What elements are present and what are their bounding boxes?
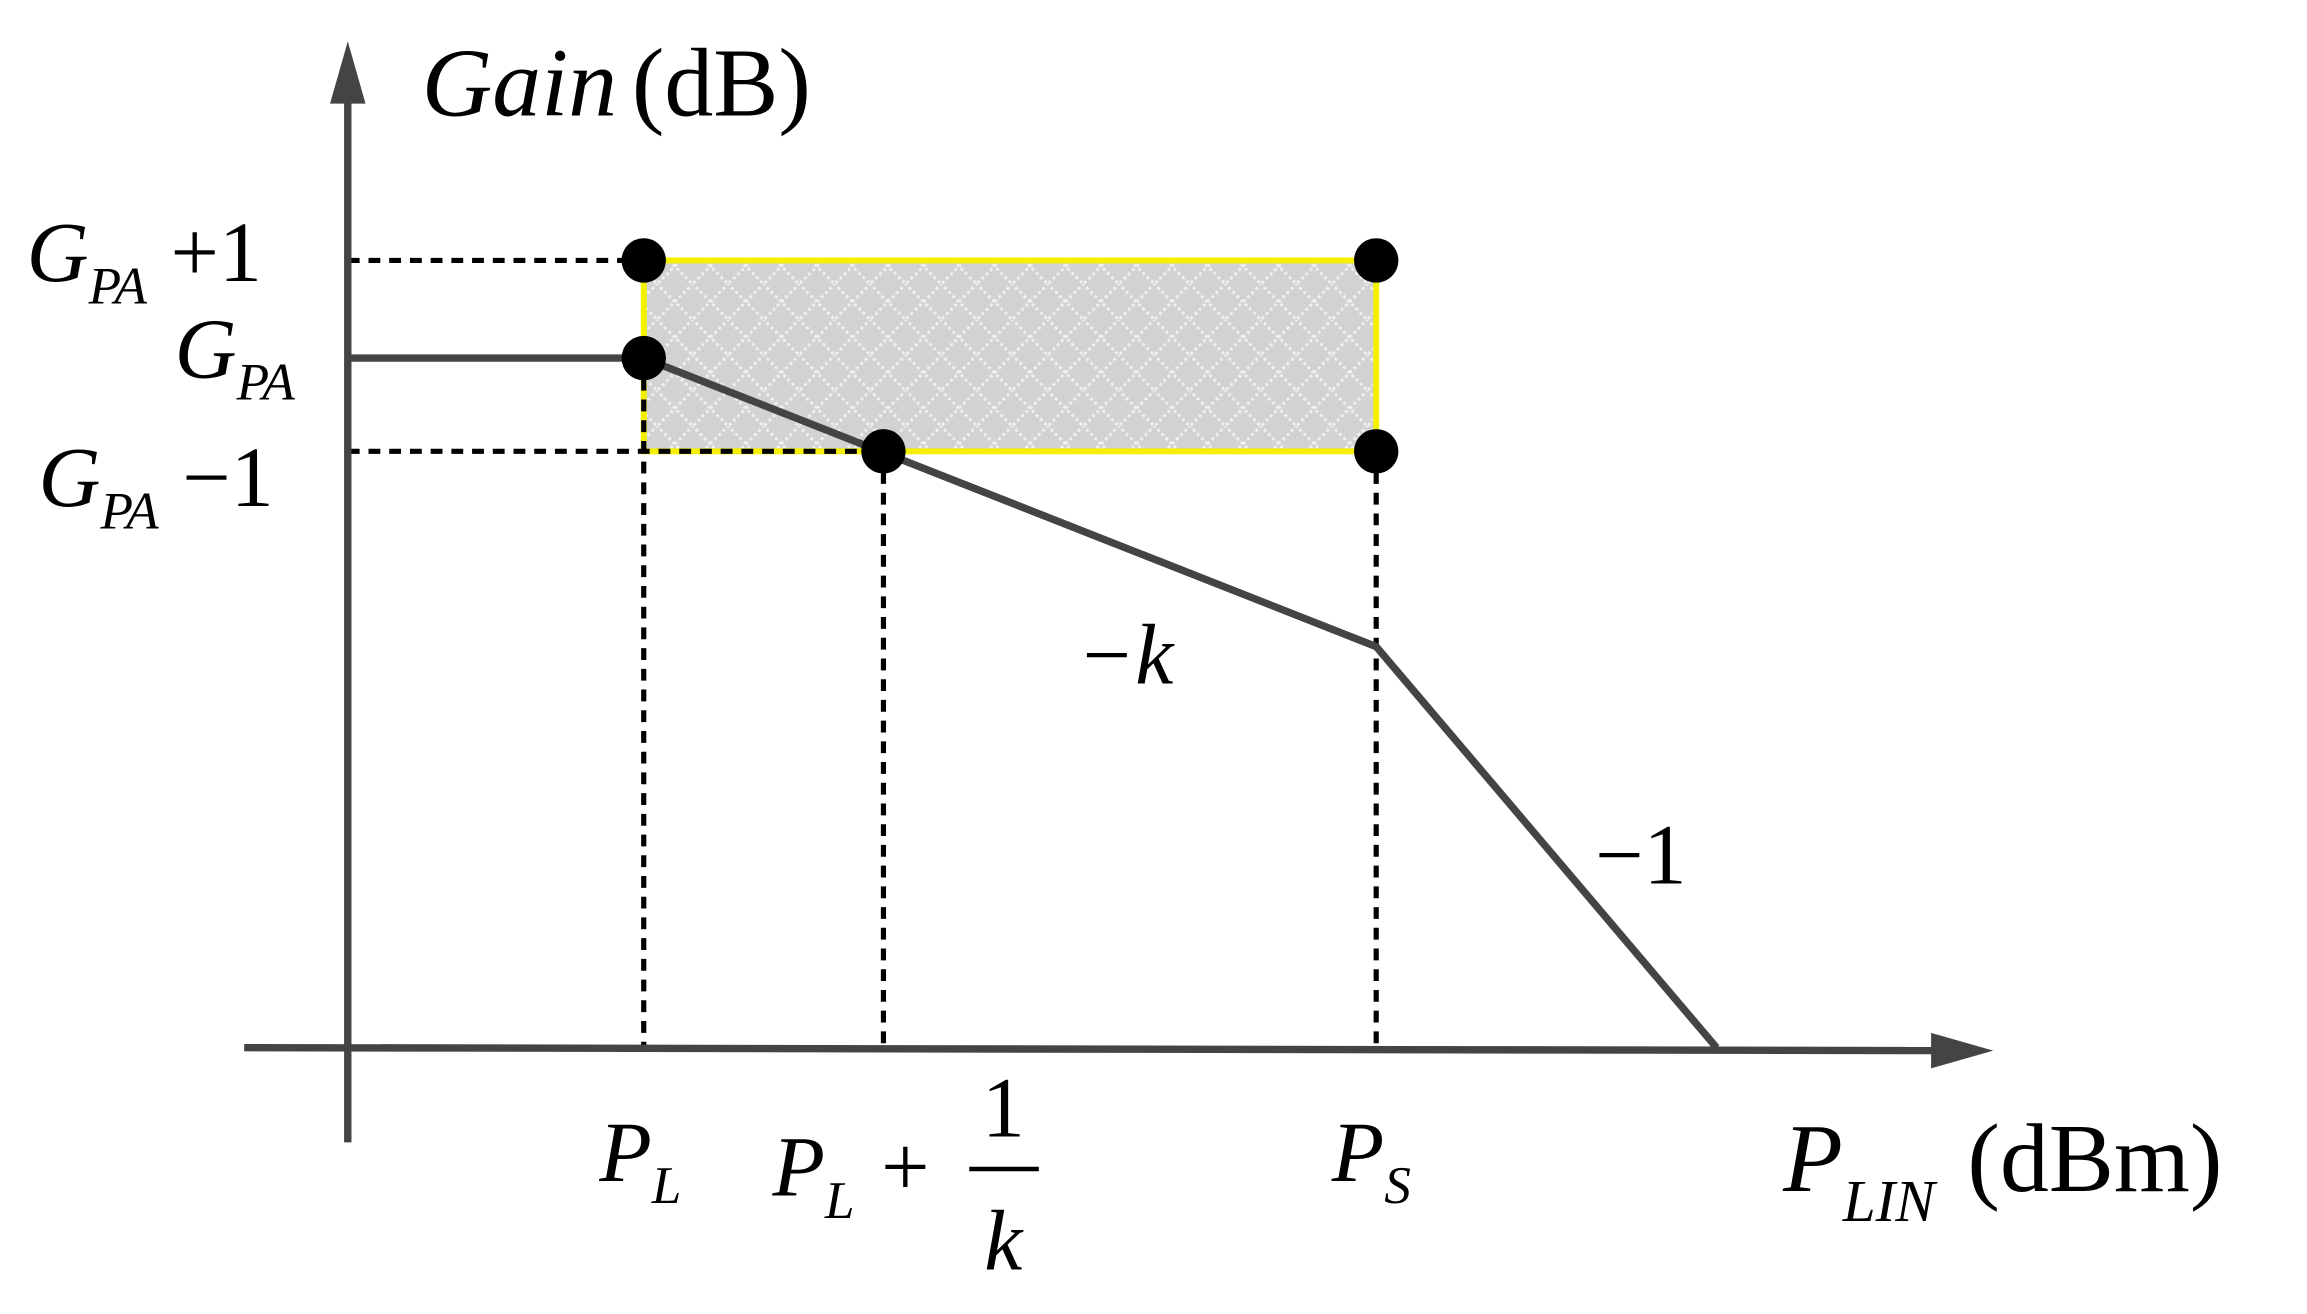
text: PA bbox=[100, 481, 160, 540]
point bbox=[1354, 238, 1399, 283]
text: +1 bbox=[171, 205, 262, 300]
text: L bbox=[651, 1156, 682, 1215]
text: P bbox=[771, 1120, 824, 1215]
fraction-numerator: 1 bbox=[982, 1060, 1025, 1155]
x-label: PL + bbox=[771, 1120, 929, 1230]
text: G bbox=[39, 430, 101, 525]
text: L bbox=[824, 1171, 855, 1230]
text: G bbox=[27, 205, 89, 300]
x-label: PS bbox=[1331, 1105, 1411, 1215]
text: PA bbox=[236, 353, 296, 412]
point bbox=[861, 429, 906, 474]
text: P bbox=[1331, 1105, 1384, 1200]
y-label: GPA bbox=[175, 301, 296, 411]
slope-label: −k bbox=[1077, 608, 1175, 703]
text: + bbox=[881, 1120, 929, 1215]
point bbox=[1354, 429, 1399, 474]
y-axis-title: Gain (dB) bbox=[422, 29, 811, 137]
slope-label: −1 bbox=[1595, 807, 1686, 902]
x-axis bbox=[244, 1043, 1946, 1055]
text: PA bbox=[88, 256, 148, 315]
text: (dBm) bbox=[1967, 1105, 2222, 1213]
text: −1 bbox=[182, 430, 273, 525]
points bbox=[621, 238, 1399, 474]
y-arrow bbox=[330, 41, 366, 104]
x-label: PL bbox=[598, 1105, 681, 1215]
x-arrow bbox=[1931, 1032, 1994, 1069]
text: Gain bbox=[422, 29, 617, 137]
x-axis-title: PLIN (dBm) bbox=[1782, 1105, 2222, 1234]
tolerance-region bbox=[640, 257, 1380, 455]
gain-curve bbox=[347, 354, 1720, 1051]
text: P bbox=[1782, 1105, 1843, 1213]
y-label: GPA +1 bbox=[27, 205, 262, 315]
text: G bbox=[175, 301, 237, 396]
guides bbox=[347, 257, 1379, 1048]
y-label: GPA −1 bbox=[39, 430, 274, 540]
point bbox=[621, 238, 666, 283]
text: LIN bbox=[1842, 1168, 1939, 1234]
point bbox=[621, 335, 666, 381]
text: S bbox=[1384, 1156, 1411, 1215]
fraction-denominator: k bbox=[984, 1194, 1024, 1289]
text: (dB) bbox=[632, 29, 811, 137]
text: P bbox=[598, 1105, 651, 1200]
